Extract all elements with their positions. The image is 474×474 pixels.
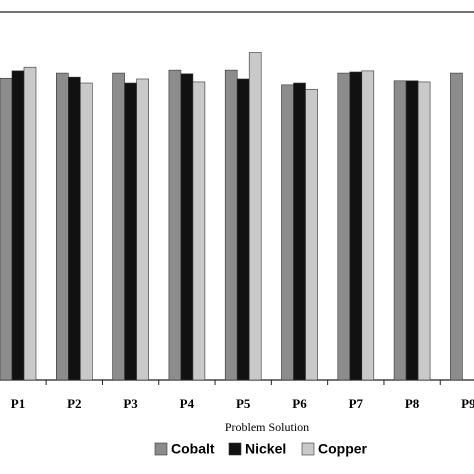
bar: [361, 70, 375, 381]
x-tick-label: P7: [349, 396, 364, 411]
x-tick-label: P5: [236, 396, 251, 411]
x-tick-label: P1: [11, 396, 25, 411]
bar: [192, 81, 206, 381]
x-tick-label: P2: [67, 396, 81, 411]
legend-label: Cobalt: [171, 441, 215, 457]
bar: [224, 69, 238, 381]
x-tick-label: P9: [461, 396, 474, 411]
bar: [248, 52, 262, 381]
bar: [393, 80, 407, 381]
bar: [337, 72, 351, 381]
x-axis-label: Problem Solution: [225, 420, 309, 434]
bar: [417, 81, 431, 381]
x-tick-label: P8: [405, 396, 420, 411]
bar: [23, 66, 37, 381]
bar: [0, 77, 13, 381]
bar: [405, 80, 419, 381]
legend-label: Nickel: [245, 441, 286, 457]
bar: [124, 82, 137, 381]
bar: [80, 82, 93, 381]
x-tick-label: P3: [123, 396, 138, 411]
x-tick-label: P6: [292, 396, 307, 411]
bar: [136, 78, 149, 381]
bar: [112, 72, 125, 381]
bar: [305, 88, 318, 381]
bar: [68, 76, 81, 381]
legend-swatch: [154, 442, 168, 456]
legend-swatch: [228, 442, 242, 456]
legend-swatch: [301, 442, 315, 456]
bar: [450, 72, 463, 381]
x-tick-label: P4: [180, 396, 195, 411]
bar: [236, 78, 250, 381]
bar: [180, 73, 194, 381]
bar: [281, 84, 294, 381]
bar: [11, 70, 25, 381]
bar: [55, 72, 69, 381]
legend-label: Copper: [318, 441, 368, 457]
bar: [349, 71, 363, 381]
bar: [168, 69, 182, 381]
bar: [293, 82, 306, 381]
